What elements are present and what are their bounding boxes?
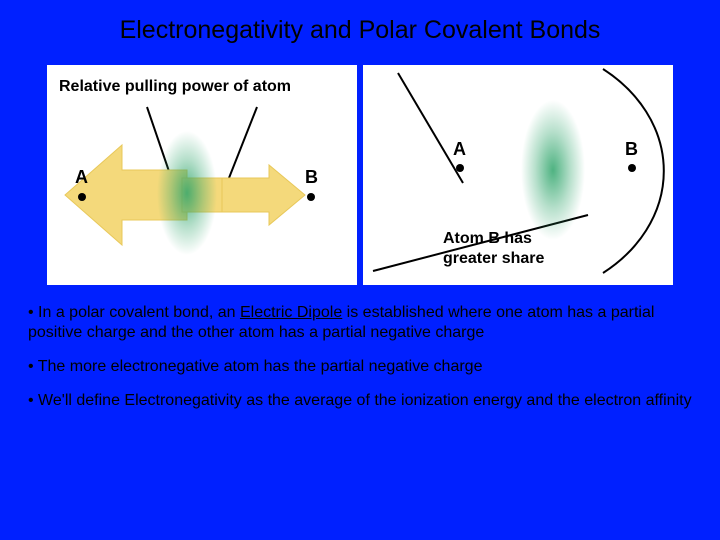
atom-a-dot-right [456, 164, 464, 172]
atom-a-dot-left [78, 193, 86, 201]
diagram-panels: Relative pulling power of atom [0, 55, 720, 299]
right-caption-line1: Atom B has [443, 230, 532, 247]
panel-right-svg: A B Atom B has greater share [363, 65, 673, 285]
rod-line-left-r [398, 73, 463, 183]
bullet-1: • In a polar covalent bond, an Electric … [28, 303, 692, 343]
atom-b-label-right: B [625, 139, 638, 159]
bullet-1-underline: Electric Dipole [240, 304, 342, 321]
page-title: Electronegativity and Polar Covalent Bon… [0, 0, 720, 55]
panel-right: A B Atom B has greater share [363, 65, 673, 285]
bullet-list: • In a polar covalent bond, an Electric … [0, 299, 720, 411]
atom-b-dot-left [307, 193, 315, 201]
bullet-1-pre: • In a polar covalent bond, an [28, 304, 240, 321]
right-caption-line2: greater share [443, 250, 544, 267]
arrow-right [215, 165, 305, 225]
left-caption: Relative pulling power of atom [59, 78, 291, 95]
rod-line-right [227, 107, 257, 183]
atom-b-dot-right [628, 164, 636, 172]
atom-b-label-left: B [305, 167, 318, 187]
atom-a-label-right: A [453, 139, 466, 159]
electron-cloud-right [521, 100, 585, 240]
electron-cloud-left [157, 131, 217, 255]
panel-left-svg: Relative pulling power of atom [47, 65, 357, 285]
atom-a-label-left: A [75, 167, 88, 187]
bullet-2: • The more electronegative atom has the … [28, 357, 692, 377]
panel-left: Relative pulling power of atom [47, 65, 357, 285]
bullet-3: • We'll define Electronegativity as the … [28, 391, 692, 411]
